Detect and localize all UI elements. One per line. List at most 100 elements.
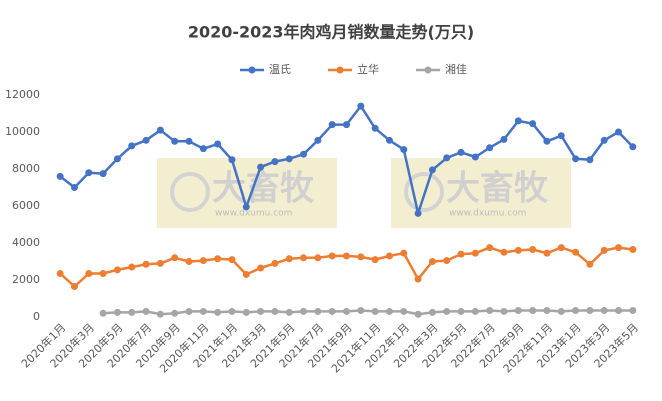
- data-point: [457, 250, 465, 258]
- data-point: [314, 136, 322, 144]
- data-point: [171, 254, 179, 262]
- data-point: [285, 308, 293, 316]
- data-point: [457, 148, 465, 156]
- data-point: [271, 158, 279, 166]
- data-point: [385, 136, 393, 144]
- data-point: [70, 282, 78, 290]
- data-point: [471, 153, 479, 161]
- data-point: [500, 135, 508, 143]
- data-point: [228, 256, 236, 264]
- data-point: [343, 307, 350, 315]
- data-point: [142, 136, 150, 144]
- data-point: [214, 255, 222, 263]
- data-point: [529, 307, 537, 315]
- data-point: [443, 154, 451, 162]
- data-point: [414, 310, 422, 318]
- data-point: [514, 246, 522, 254]
- data-point: [171, 309, 179, 317]
- chart-title: 2020-2023年肉鸡月销数量走势(万只): [188, 23, 474, 42]
- data-point: [428, 258, 436, 265]
- data-point: [629, 143, 637, 151]
- data-point: [500, 307, 508, 315]
- data-point: [400, 307, 408, 315]
- watermark-box: [157, 158, 337, 228]
- data-point: [85, 270, 93, 278]
- data-point: [242, 203, 250, 211]
- data-point: [514, 307, 522, 315]
- data-point: [56, 172, 64, 180]
- data-point: [486, 244, 494, 252]
- legend-marker: [248, 66, 256, 74]
- data-point: [543, 307, 551, 315]
- series-line: [103, 309, 633, 316]
- watermark-logo: [170, 172, 210, 212]
- data-point: [271, 259, 279, 267]
- data-point: [199, 257, 207, 265]
- data-point: [300, 307, 308, 315]
- data-point: [629, 307, 637, 315]
- data-point: [443, 257, 451, 265]
- data-point: [400, 249, 408, 257]
- data-point: [572, 307, 580, 315]
- data-point: [615, 307, 623, 315]
- y-tick-label: 4000: [12, 236, 40, 249]
- data-point: [385, 307, 393, 315]
- data-point: [557, 132, 565, 140]
- data-point: [185, 258, 193, 265]
- data-point: [257, 307, 265, 315]
- y-tick-label: 2000: [12, 273, 40, 286]
- data-point: [300, 150, 308, 158]
- data-point: [257, 163, 265, 171]
- data-point: [371, 124, 379, 132]
- data-point: [85, 169, 93, 177]
- data-point: [285, 155, 293, 163]
- data-point: [171, 137, 179, 145]
- data-point: [285, 255, 293, 263]
- data-point: [557, 244, 565, 252]
- data-point: [357, 307, 365, 315]
- data-point: [343, 121, 350, 129]
- data-point: [214, 140, 222, 148]
- data-point: [271, 307, 279, 315]
- data-point: [128, 142, 136, 150]
- data-point: [600, 307, 608, 315]
- data-point: [414, 275, 422, 283]
- data-point: [400, 146, 408, 154]
- data-point: [242, 270, 250, 278]
- data-point: [113, 155, 121, 163]
- watermark-box: [391, 158, 571, 228]
- legend-label: 湘佳: [445, 62, 467, 76]
- data-point: [514, 117, 522, 125]
- data-point: [199, 145, 207, 153]
- data-point: [314, 254, 322, 262]
- data-point: [328, 307, 336, 315]
- data-point: [615, 244, 623, 252]
- data-point: [56, 270, 64, 278]
- data-point: [600, 136, 608, 144]
- data-point: [357, 253, 365, 261]
- watermark-brand: 大畜牧: [446, 169, 549, 209]
- data-point: [500, 248, 508, 256]
- data-point: [572, 155, 580, 163]
- watermark-logo: [404, 172, 444, 212]
- data-point: [128, 308, 136, 316]
- y-tick-label: 8000: [12, 162, 40, 175]
- data-point: [185, 137, 193, 145]
- data-point: [228, 156, 236, 164]
- data-point: [70, 184, 78, 191]
- data-point: [242, 308, 250, 316]
- data-point: [314, 307, 322, 315]
- data-point: [443, 307, 451, 315]
- data-point: [457, 307, 465, 315]
- data-point: [586, 307, 594, 315]
- data-point: [156, 259, 164, 267]
- data-point: [185, 307, 193, 315]
- data-point: [529, 120, 537, 128]
- data-point: [471, 307, 479, 315]
- data-point: [557, 307, 565, 315]
- y-tick-label: 0: [33, 310, 40, 323]
- data-point: [142, 260, 150, 268]
- data-point: [428, 308, 436, 316]
- legend-marker: [336, 66, 344, 74]
